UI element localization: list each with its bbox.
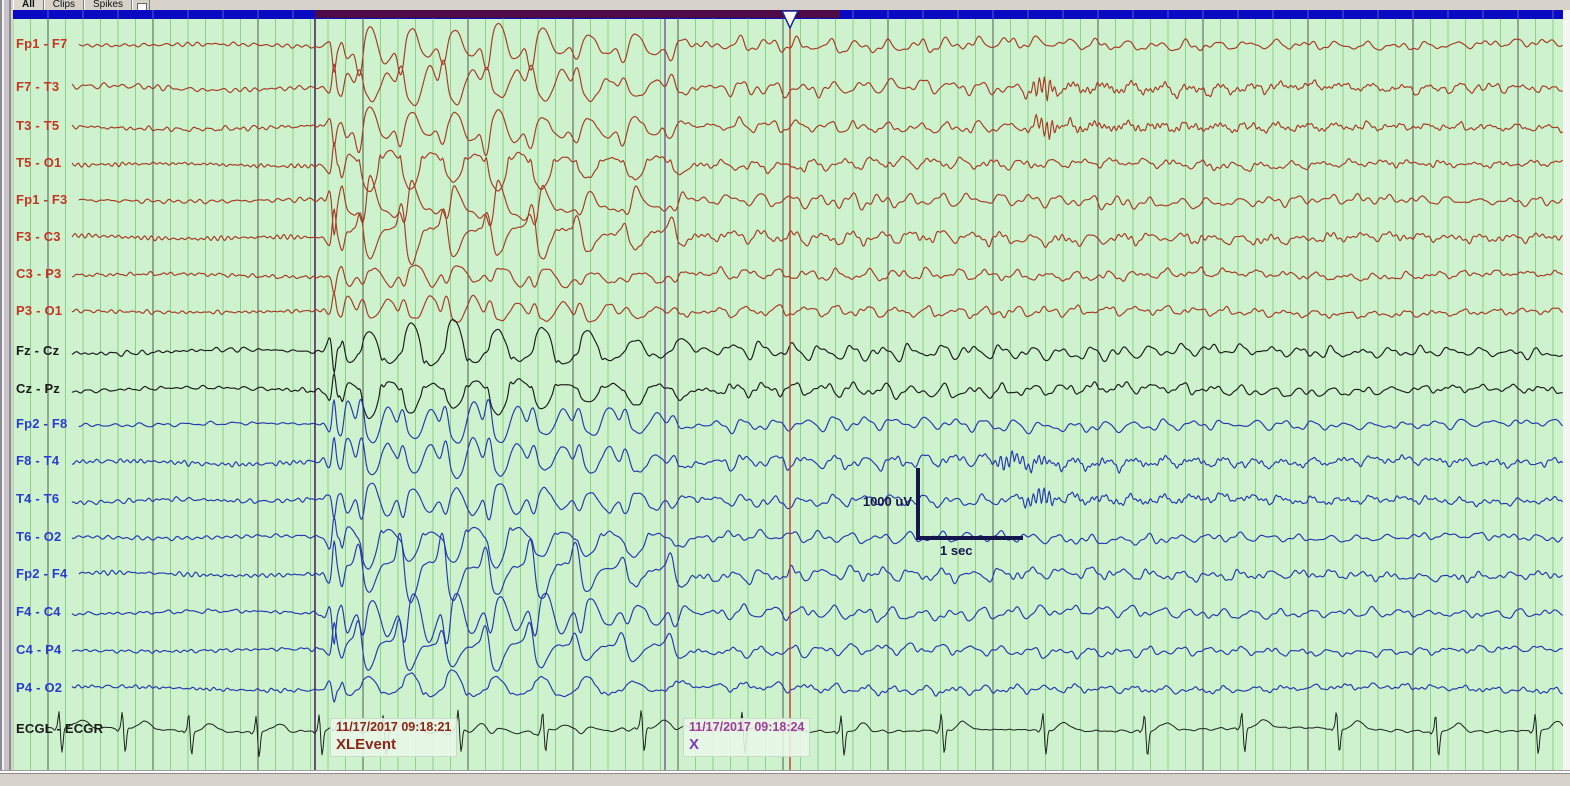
window-left-border: [0, 0, 13, 772]
eeg-traces: [45, 22, 1564, 757]
tab-spikes[interactable]: Spikes: [84, 0, 133, 10]
channel-label-T5-O1: T5 - O1: [16, 155, 62, 170]
channel-label-T6-O2: T6 - O2: [16, 529, 62, 544]
event-annotation-x[interactable]: 11/17/2017 09:18:24 X: [683, 718, 811, 758]
channel-label-C4-P4: C4 - P4: [16, 642, 62, 657]
channel-label-F8-T4: F8 - T4: [16, 453, 60, 468]
channel-label-ECGL-ECGR: ECGL - ECGR: [16, 721, 104, 736]
bottom-status-strip: [0, 770, 1570, 786]
eeg-trace-F7-T3: [71, 59, 1563, 107]
eeg-trace-T6-O2: [71, 516, 1563, 570]
window-right-border: [1563, 0, 1570, 772]
channel-label-F3-C3: F3 - C3: [16, 229, 61, 244]
channel-label-P4-O2: P4 - O2: [16, 680, 63, 695]
eeg-trace-T5-O1: [71, 142, 1563, 193]
eeg-trace-Fp2-F4: [78, 532, 1563, 604]
eeg-trace-F3-C3: [71, 203, 1563, 266]
tab-icon-button[interactable]: [132, 0, 151, 10]
eeg-trace-P4-O2: [71, 669, 1563, 703]
eeg-trace-F8-T4: [71, 436, 1563, 480]
channel-label-Fp2-F8: Fp2 - F8: [16, 416, 68, 431]
eeg-trace-Fp2-F8: [78, 398, 1563, 444]
channel-label-F7-T3: F7 - T3: [16, 79, 60, 94]
eeg-trace-Cz-Pz: [71, 372, 1563, 420]
eeg-trace-Fp1-F3: [78, 174, 1563, 236]
channel-label-F4-C4: F4 - C4: [16, 604, 61, 619]
channel-label-C3-P3: C3 - P3: [16, 266, 62, 281]
event-label: X: [689, 735, 700, 753]
eeg-trace-C4-P4: [71, 618, 1563, 672]
page-icon: [137, 3, 148, 10]
channel-label-Fp1-F3: Fp1 - F3: [16, 192, 68, 207]
eeg-trace-T4-T6: [71, 482, 1563, 521]
voltage-scale-label: 1000 uV: [862, 494, 912, 509]
calibration-scalebar: [916, 468, 1023, 540]
eeg-trace-Fp1-F7: [78, 22, 1563, 77]
eeg-trace-Fz-Cz: [71, 319, 1563, 374]
channel-label-Fz-Cz: Fz - Cz: [16, 343, 60, 358]
eeg-trace-P3-O1: [71, 292, 1563, 323]
event-timestamp: 11/17/2017 09:18:24: [689, 720, 805, 734]
eeg-trace-F4-C4: [71, 592, 1563, 645]
tab-all[interactable]: All: [13, 0, 44, 10]
chart-background: [13, 19, 1563, 770]
time-scale-label: 1 sec: [940, 543, 973, 558]
event-annotation-xlevent[interactable]: 11/17/2017 09:18:21 XLEvent: [330, 718, 458, 758]
view-tabbar: All Clips Spikes: [13, 0, 1570, 10]
eeg-trace-C3-P3: [71, 264, 1563, 294]
channel-label-T3-T5: T3 - T5: [16, 118, 60, 133]
time-bar-selection[interactable]: [315, 10, 840, 18]
event-label: XLEvent: [336, 735, 397, 753]
tab-clips[interactable]: Clips: [43, 0, 85, 10]
channel-label-Cz-Pz: Cz - Pz: [16, 381, 61, 396]
channel-label-Fp2-F4: Fp2 - F4: [16, 566, 68, 581]
eeg-trace-T3-T5: [71, 106, 1563, 157]
event-timestamp: 11/17/2017 09:18:21: [336, 720, 452, 734]
channel-label-T4-T6: T4 - T6: [16, 491, 60, 506]
channel-label-Fp1-F7: Fp1 - F7: [16, 36, 68, 51]
time-marker-triangle[interactable]: [780, 10, 800, 30]
channel-label-P3-O1: P3 - O1: [16, 303, 63, 318]
